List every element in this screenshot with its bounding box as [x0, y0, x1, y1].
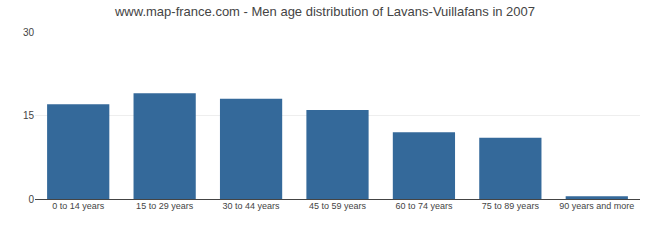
svg-text:30 to 44 years: 30 to 44 years	[223, 201, 281, 211]
svg-text:45 to 59 years: 45 to 59 years	[309, 201, 367, 211]
svg-text:60 to 74 years: 60 to 74 years	[395, 201, 453, 211]
svg-text:75 to 89 years: 75 to 89 years	[482, 201, 540, 211]
svg-text:0: 0	[28, 194, 34, 205]
svg-text:15: 15	[23, 110, 35, 121]
svg-text:www.map-france.com - Men age d: www.map-france.com - Men age distributio…	[114, 4, 535, 19]
svg-text:30: 30	[23, 27, 35, 38]
svg-text:90 years and more: 90 years and more	[559, 201, 634, 211]
svg-text:0 to 14 years: 0 to 14 years	[52, 201, 105, 211]
svg-text:15 to 29 years: 15 to 29 years	[136, 201, 194, 211]
